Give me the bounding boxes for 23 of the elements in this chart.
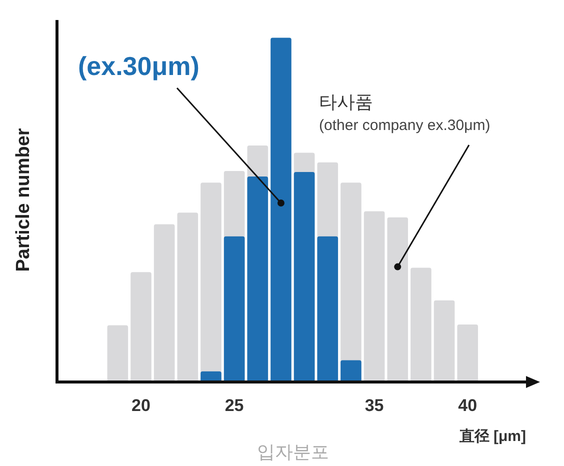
bar [177, 212, 198, 382]
bar [387, 217, 408, 382]
bar [224, 236, 245, 382]
bar [154, 224, 175, 382]
x-tick-label: 25 [224, 396, 244, 415]
y-axis-title: Particle number [13, 128, 34, 272]
x-tick-label: 20 [132, 396, 150, 415]
bar [340, 360, 362, 382]
annotation: 타사품 [319, 92, 373, 112]
x-tick-label: 35 [364, 396, 384, 415]
bar [434, 300, 455, 382]
bar [457, 324, 478, 382]
bar [410, 268, 432, 382]
text: 입자분포 [257, 442, 329, 462]
bar [130, 272, 152, 382]
bar [270, 38, 292, 382]
bar [364, 211, 385, 382]
bar [317, 236, 338, 382]
annotation: (other company ex.30μm) [319, 117, 490, 134]
x-tick-label: 40 [458, 396, 478, 415]
bar [107, 325, 128, 382]
x-axis-title: 直径 [μm] [458, 428, 526, 445]
text: (ex.30μm) [78, 51, 200, 81]
